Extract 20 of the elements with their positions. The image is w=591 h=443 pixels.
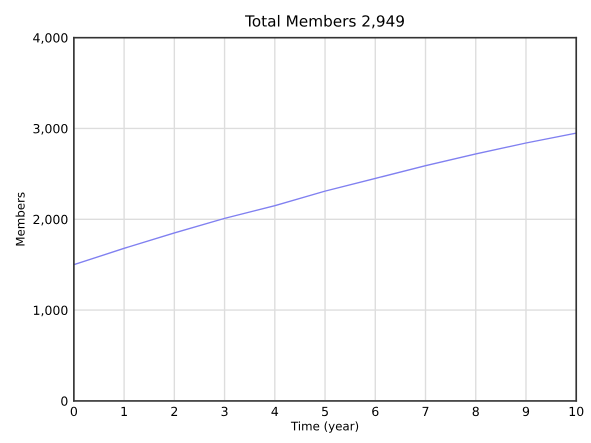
x-tick-label: 1	[122, 406, 127, 416]
x-tick-label: 8	[472, 406, 479, 416]
y-tick-label: 4,000	[33, 33, 68, 44]
x-tick-label: 2	[171, 406, 178, 416]
x-tick-label: 7	[422, 406, 428, 416]
x-tick-label: 10	[570, 406, 584, 416]
x-tick-label: 6	[372, 406, 378, 416]
y-tick-label: 1,000	[34, 306, 68, 316]
y-tick-label: 2,000	[33, 214, 68, 226]
line-series	[74, 132, 576, 266]
y-tick-label: 3,000	[33, 124, 68, 135]
x-tick-label: 0	[70, 406, 78, 416]
y-tick-label: 0	[61, 396, 68, 406]
x-tick-label: 3	[222, 406, 228, 416]
chart-title: Total Members 2,949	[245, 14, 404, 28]
x-axis-title: Time (year)	[290, 421, 358, 433]
x-tick-label: 4	[271, 406, 278, 416]
y-axis-title: Members	[16, 192, 25, 246]
x-tick-label: 5	[322, 406, 328, 416]
x-tick-label: 9	[522, 406, 530, 416]
